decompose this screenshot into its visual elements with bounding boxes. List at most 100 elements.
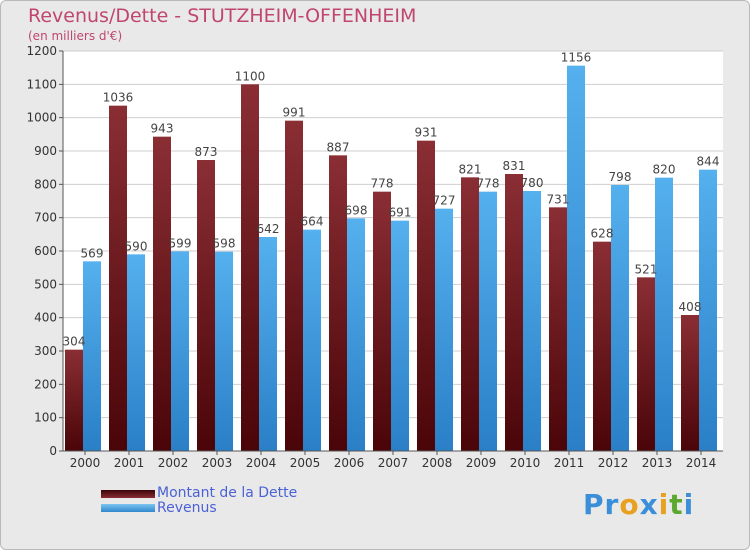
data-label-revenus-2009: 778 bbox=[477, 177, 500, 191]
chart-subtitle: (en milliers d'€) bbox=[28, 29, 123, 43]
bar-dette-2009 bbox=[461, 177, 479, 452]
bar-revenus-2008 bbox=[435, 208, 453, 451]
x-tick-label: 2010 bbox=[510, 456, 541, 470]
legend-swatch-dette bbox=[101, 490, 155, 498]
x-tick-label: 2009 bbox=[466, 456, 497, 470]
logo-letter: P bbox=[583, 488, 605, 521]
y-tick-label: 200 bbox=[34, 377, 57, 391]
legend-swatch-revenus bbox=[101, 504, 155, 512]
data-label-dette-2010: 831 bbox=[503, 159, 526, 173]
x-tick-label: 2002 bbox=[158, 456, 189, 470]
y-tick-label: 1000 bbox=[26, 111, 57, 125]
x-tick-label: 2012 bbox=[598, 456, 629, 470]
y-tick-label: 900 bbox=[34, 144, 57, 158]
logo-letter: x bbox=[639, 488, 659, 521]
bar-dette-2008 bbox=[417, 140, 435, 451]
bar-revenus-2010 bbox=[523, 191, 541, 451]
bar-revenus-2004 bbox=[259, 237, 277, 451]
bar-revenus-2009 bbox=[479, 191, 497, 451]
bar-revenus-2012 bbox=[611, 185, 629, 451]
data-label-dette-2002: 943 bbox=[151, 122, 174, 136]
data-label-revenus-2003: 598 bbox=[213, 237, 236, 251]
data-label-dette-2008: 931 bbox=[415, 126, 438, 140]
data-label-revenus-2011: 1156 bbox=[561, 51, 592, 65]
bar-revenus-2005 bbox=[303, 229, 321, 451]
data-label-revenus-2013: 820 bbox=[653, 163, 676, 177]
data-label-dette-2013: 521 bbox=[635, 262, 658, 276]
logo-letter: i bbox=[658, 488, 670, 521]
bar-dette-2001 bbox=[109, 105, 127, 452]
bar-dette-2005 bbox=[285, 120, 303, 452]
data-label-revenus-2007: 691 bbox=[389, 206, 412, 220]
bar-dette-2011 bbox=[549, 207, 567, 451]
y-tick-label: 800 bbox=[34, 177, 57, 191]
bar-revenus-2003 bbox=[215, 251, 233, 451]
data-label-dette-2014: 408 bbox=[679, 300, 702, 314]
y-tick-label: 1100 bbox=[26, 77, 57, 91]
data-label-dette-2005: 991 bbox=[283, 106, 306, 120]
data-label-revenus-2004: 642 bbox=[257, 222, 280, 236]
bar-dette-2003 bbox=[197, 160, 215, 451]
data-label-revenus-2012: 798 bbox=[609, 170, 632, 184]
x-tick-label: 2006 bbox=[334, 456, 365, 470]
y-tick-label: 500 bbox=[34, 277, 57, 291]
x-tick-label: 2007 bbox=[378, 456, 409, 470]
y-tick-label: 100 bbox=[34, 411, 57, 425]
bar-dette-2004 bbox=[241, 84, 259, 451]
legend-label-dette: Montant de la Dette bbox=[157, 485, 298, 501]
chart-title: Revenus/Dette - STUTZHEIM-OFFENHEIM bbox=[28, 5, 417, 27]
bar-revenus-2007 bbox=[391, 220, 409, 451]
y-tick-label: 700 bbox=[34, 211, 57, 225]
bar-dette-2013 bbox=[637, 277, 655, 451]
legend-label-revenus: Revenus bbox=[157, 500, 217, 516]
y-tick-label: 600 bbox=[34, 244, 57, 258]
data-label-dette-2003: 873 bbox=[195, 145, 218, 159]
data-label-dette-2004: 1100 bbox=[235, 69, 266, 83]
x-tick-label: 2003 bbox=[202, 456, 233, 470]
data-label-revenus-2010: 780 bbox=[521, 176, 544, 190]
bar-revenus-2014 bbox=[699, 169, 717, 451]
y-tick-label: 400 bbox=[34, 311, 57, 325]
x-tick-label: 2008 bbox=[422, 456, 453, 470]
logo-letter: o bbox=[619, 488, 640, 521]
data-label-dette-2009: 821 bbox=[459, 162, 482, 176]
data-label-revenus-2008: 727 bbox=[433, 194, 456, 208]
data-label-dette-2007: 778 bbox=[371, 177, 394, 191]
bar-dette-2014 bbox=[681, 315, 699, 451]
bar-revenus-2002 bbox=[171, 251, 189, 451]
y-tick-label: 1200 bbox=[26, 44, 57, 58]
bar-revenus-2006 bbox=[347, 218, 365, 451]
x-tick-label: 2014 bbox=[686, 456, 717, 470]
bar-revenus-2000 bbox=[83, 261, 101, 451]
x-tick-label: 2000 bbox=[70, 456, 101, 470]
x-tick-label: 2005 bbox=[290, 456, 321, 470]
data-label-revenus-2014: 844 bbox=[697, 155, 720, 169]
x-tick-label: 2013 bbox=[642, 456, 673, 470]
data-label-revenus-2005: 664 bbox=[301, 215, 324, 229]
bar-dette-2007 bbox=[373, 191, 391, 451]
data-label-revenus-2001: 590 bbox=[125, 239, 148, 253]
bar-dette-2012 bbox=[593, 241, 611, 451]
bar-dette-2010 bbox=[505, 174, 523, 451]
proxiti-logo: Proxiti bbox=[583, 488, 694, 521]
data-label-dette-2006: 887 bbox=[327, 140, 350, 154]
data-label-dette-2012: 628 bbox=[591, 227, 614, 241]
x-tick-label: 2001 bbox=[114, 456, 145, 470]
bar-dette-2002 bbox=[153, 136, 171, 451]
bar-revenus-2011 bbox=[567, 65, 585, 452]
x-tick-label: 2004 bbox=[246, 456, 277, 470]
bar-revenus-2013 bbox=[655, 177, 673, 451]
data-label-revenus-2006: 698 bbox=[345, 203, 368, 217]
data-label-revenus-2002: 599 bbox=[169, 236, 192, 250]
data-label-revenus-2000: 569 bbox=[81, 246, 104, 260]
bar-dette-2006 bbox=[329, 155, 347, 452]
y-tick-label: 0 bbox=[49, 444, 57, 458]
logo-letter: t bbox=[669, 488, 684, 521]
logo-letter: i bbox=[683, 488, 695, 521]
bar-dette-2000 bbox=[65, 349, 83, 451]
data-label-dette-2011: 731 bbox=[547, 192, 570, 206]
x-tick-label: 2011 bbox=[554, 456, 585, 470]
data-label-dette-2000: 304 bbox=[63, 335, 86, 349]
